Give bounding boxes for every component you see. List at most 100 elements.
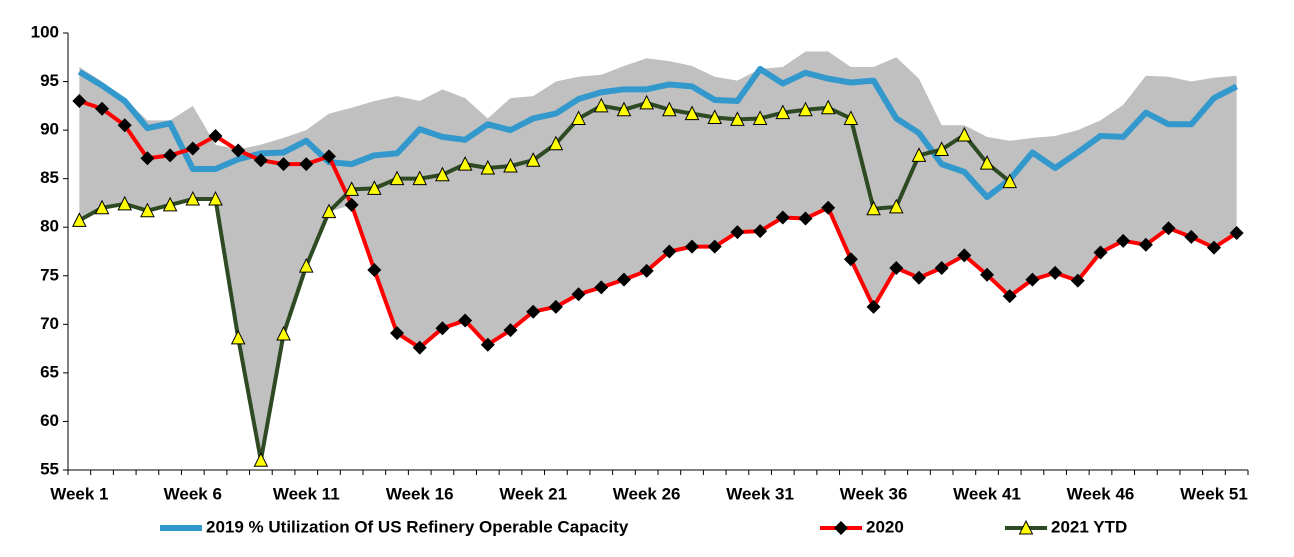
marker [707,239,722,254]
marker [911,270,926,285]
marker [185,141,200,156]
y-tick-label: 80 [40,217,59,236]
marker [1048,265,1063,280]
x-tick-label: Week 46 [1067,484,1135,503]
marker [888,198,904,214]
marker [662,101,677,117]
marker [480,337,495,352]
marker [798,211,813,226]
y-tick-label: 70 [40,314,59,333]
marker [1116,233,1131,248]
marker [1138,237,1153,252]
marker [730,225,745,240]
marker [389,170,405,186]
x-tick-label: Week 26 [613,484,681,503]
marker [1093,245,1108,260]
x-tick-label: Week 1 [50,484,108,503]
x-tick-label: Week 6 [164,484,222,503]
marker [344,197,359,212]
marker [140,202,155,218]
marker [412,170,428,186]
marker [594,280,609,295]
marker [276,157,291,172]
marker [435,321,450,336]
marker [525,152,541,167]
marker [685,239,700,254]
marker [593,97,609,113]
marker [457,155,473,171]
marker [117,195,133,211]
marker [1184,229,1199,244]
marker [163,148,178,163]
series-line [78,100,1011,463]
y-tick-label: 55 [40,459,59,478]
x-tick-label: Week 36 [840,484,908,503]
marker [889,261,904,276]
marker [866,299,881,314]
legend-label: 2020 [866,517,904,536]
marker [344,181,359,196]
marker [503,323,518,338]
y-tick-label: 85 [40,168,59,187]
marker [503,157,518,173]
marker [72,93,87,108]
series-line [78,99,1238,350]
marker [94,199,110,215]
series-line [77,65,1239,201]
marker [321,149,336,164]
marker [753,224,768,239]
marker [821,200,836,215]
marker [866,200,881,216]
marker [730,111,745,126]
marker [367,262,382,277]
marker [911,147,927,162]
marker [298,257,314,273]
marker [299,157,314,172]
marker [458,313,473,328]
x-tick-label: Week 11 [273,484,340,503]
marker [934,141,949,157]
marker [548,135,564,151]
x-tick-label: Week 41 [953,484,1021,503]
marker [980,267,995,282]
marker [639,94,654,110]
marker [117,118,132,133]
marker [820,99,836,115]
y-tick-label: 90 [40,120,59,139]
x-tick-label: Week 51 [1180,484,1248,503]
marker [208,128,223,143]
marker [390,326,405,341]
x-tick-label: Week 21 [499,484,567,503]
marker [616,101,632,117]
marker [1018,519,1034,535]
marker [662,244,677,259]
marker [185,190,201,206]
marker [1206,240,1221,255]
marker [752,110,768,125]
marker [616,272,631,287]
y-tick-label: 60 [40,411,59,430]
marker [571,287,586,302]
marker [843,110,859,125]
marker [162,196,178,212]
marker [834,521,848,535]
y-tick-label: 100 [31,22,59,41]
marker [276,325,291,341]
x-tick-label: Week 16 [386,484,454,503]
marker [72,212,87,227]
marker [1161,221,1176,236]
marker [412,340,427,355]
marker [571,110,586,125]
marker [957,126,972,142]
marker [230,329,246,345]
legend-label: 2021 YTD [1051,517,1127,536]
marker [934,261,949,276]
marker [979,155,995,170]
marker [798,101,813,117]
y-tick-label: 75 [40,265,59,284]
marker [208,190,223,206]
marker [1025,272,1040,287]
marker [843,252,858,267]
marker [775,210,790,225]
